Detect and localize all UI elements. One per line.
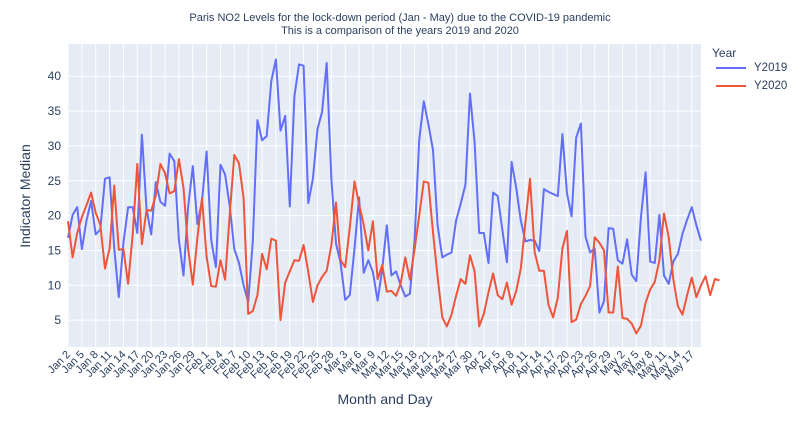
- y-tick-label: 25: [48, 174, 62, 188]
- y-tick-label: 30: [48, 139, 62, 153]
- y-tick-label: 15: [48, 243, 62, 257]
- legend-swatch-y2020: [716, 85, 746, 87]
- legend-label: Y2019: [754, 62, 788, 74]
- chart-subtitle: This is a comparison of the years 2019 a…: [281, 25, 519, 37]
- y-axis-ticks: 5 10 15 20 25 30 35 40: [48, 69, 62, 327]
- x-axis-label: Month and Day: [338, 391, 433, 407]
- series-line-y2019[interactable]: [67, 58, 702, 314]
- legend-swatch-y2019: [716, 67, 746, 69]
- legend-item-y2019[interactable]: Y2019: [716, 62, 787, 74]
- series-lines: [67, 58, 720, 335]
- chart-title: Paris NO2 Levels for the lock-down perio…: [189, 12, 611, 24]
- y-tick-label: 40: [48, 69, 62, 83]
- series-line-y2020[interactable]: [67, 154, 720, 335]
- y-tick-label: 35: [48, 104, 62, 118]
- y-tick-label: 5: [54, 313, 61, 327]
- y-tick-label: 20: [48, 209, 62, 223]
- legend-label: Y2020: [754, 80, 788, 92]
- y-axis-label: Indicator Median: [17, 144, 33, 248]
- plot-area[interactable]: [68, 44, 701, 347]
- x-gridlines: [67, 44, 693, 347]
- y-tick-label: 10: [48, 278, 62, 292]
- legend-title: Year: [712, 46, 737, 60]
- legend-item-y2020[interactable]: Y2020: [716, 80, 787, 92]
